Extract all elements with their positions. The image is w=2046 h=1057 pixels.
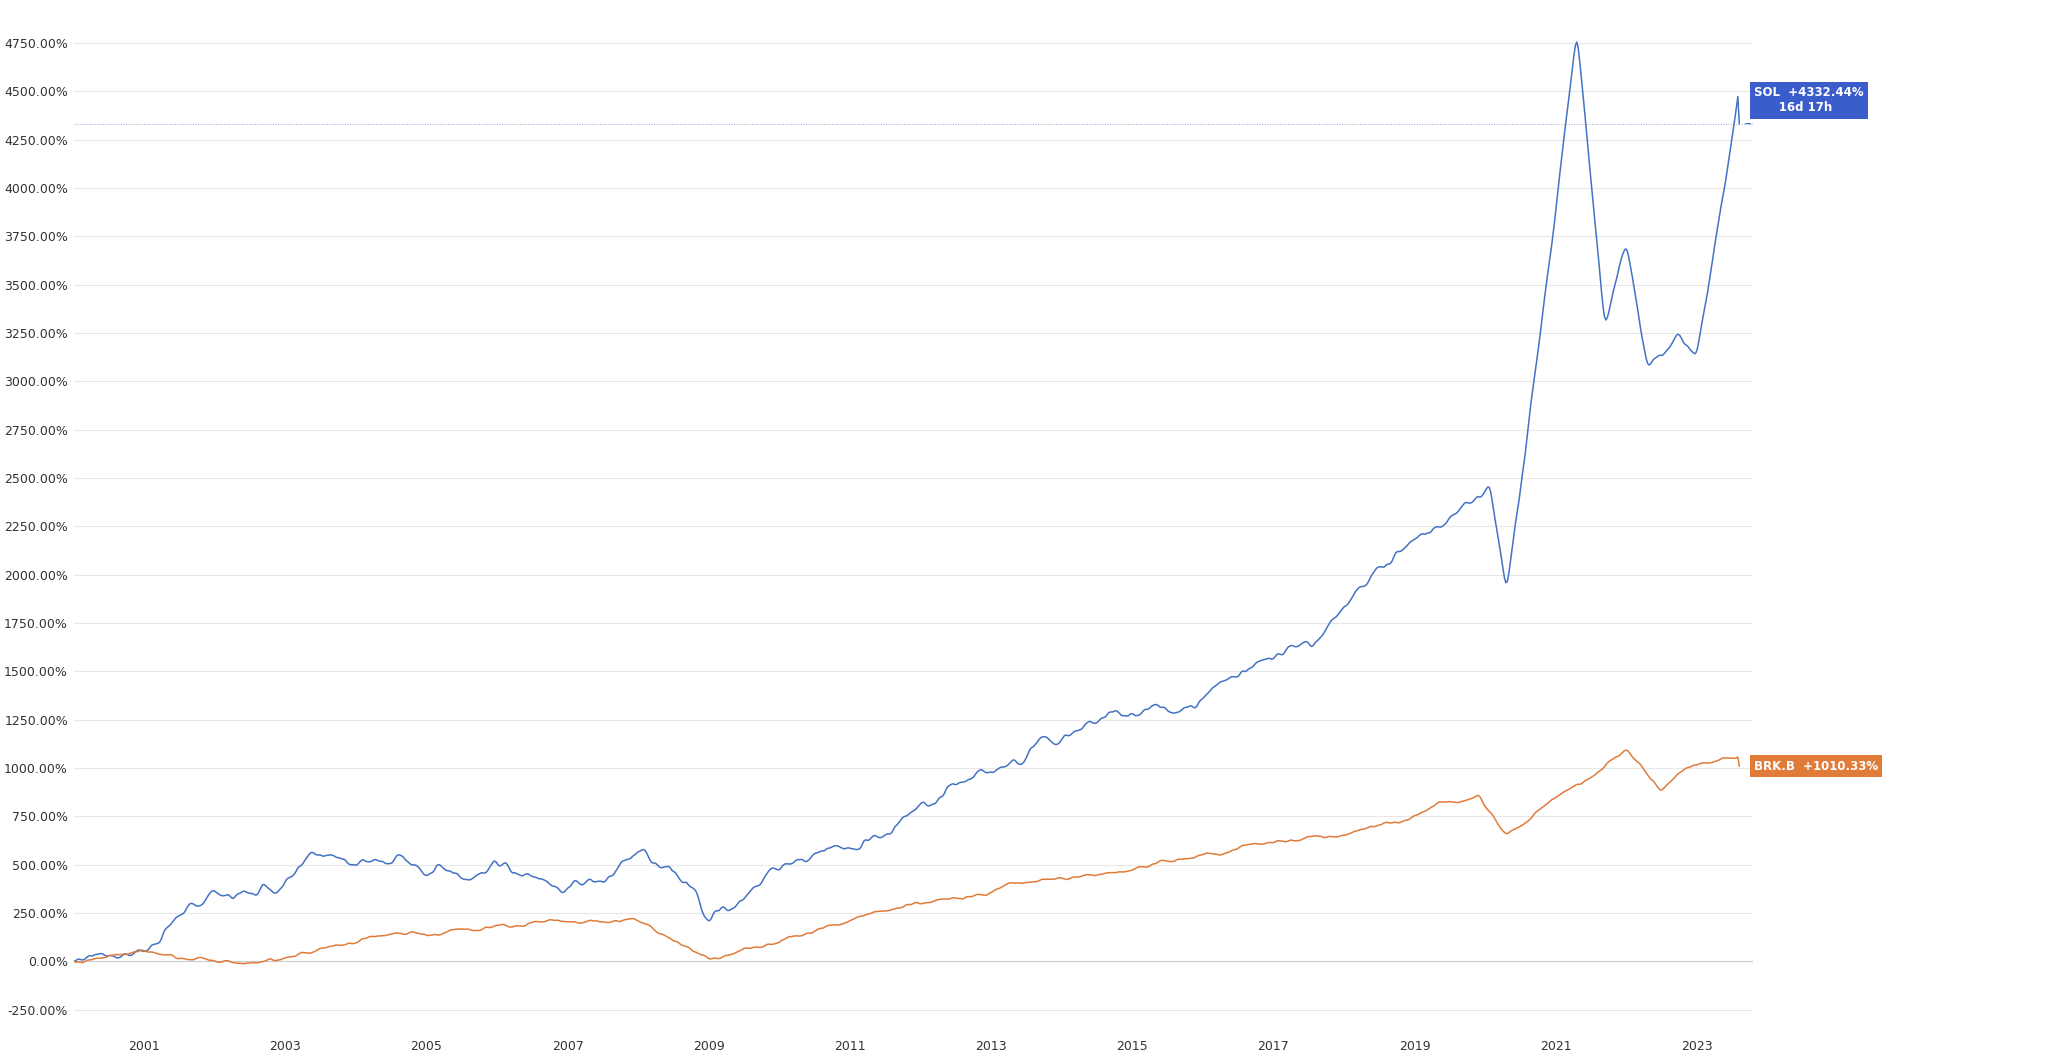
Text: SOL  +4332.44%
      16d 17h: SOL +4332.44% 16d 17h <box>1753 87 1864 114</box>
Text: BRK.B  +1010.33%: BRK.B +1010.33% <box>1753 760 1878 773</box>
